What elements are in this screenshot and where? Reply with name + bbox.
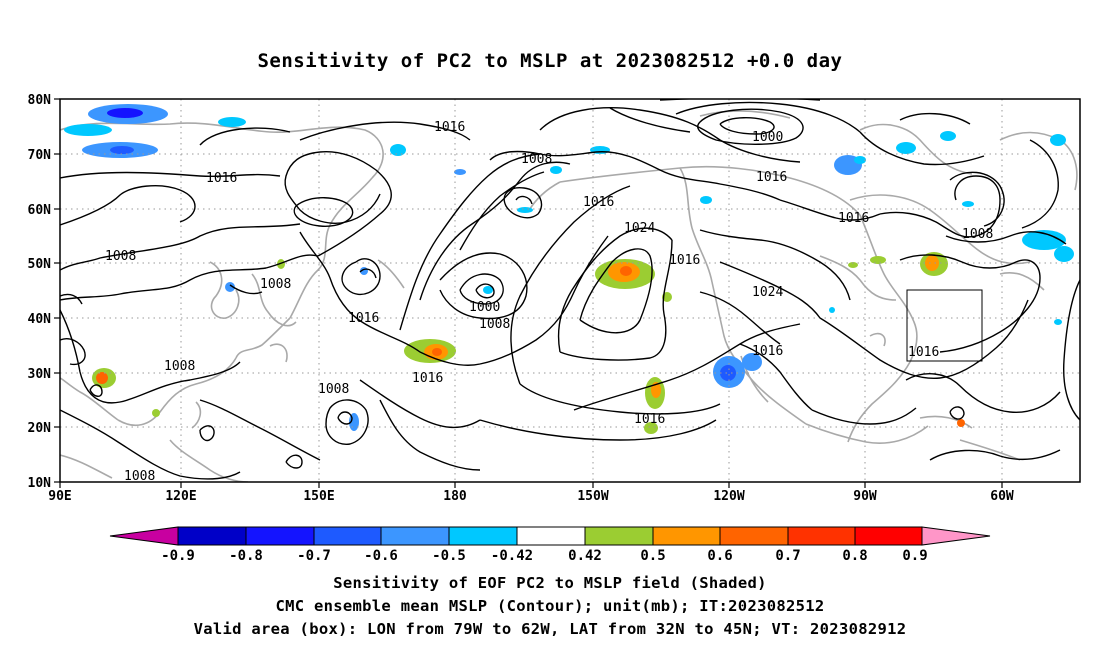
colorbar-swatch [652,526,721,546]
colorbar-label: 0.5 [640,548,665,564]
contour-label: 1000 [752,130,783,145]
colorbar-swatch [921,526,991,546]
colorbar-label: -0.42 [491,548,533,564]
colorbar-label: 0.7 [775,548,800,564]
colorbar-swatch [854,526,923,546]
latitude-labels: 80N 70N 60N 50N 40N 30N 20N 10N [28,93,52,491]
colorbar-label: -0.7 [297,548,331,564]
contour-label: 1016 [756,170,787,185]
lat-label-30n: 30N [28,367,52,382]
colorbar-label: -0.8 [229,548,263,564]
contour-label: 1008 [521,152,552,167]
colorbar-swatch [245,526,315,546]
lat-label-20n: 20N [28,421,52,436]
contour-label: 1024 [624,221,655,236]
colorbar-swatch [380,526,450,546]
contour-label: 1016 [669,253,700,268]
colorbar-swatch [719,526,789,546]
lat-label-80n: 80N [28,93,52,108]
lat-label-50n: 50N [28,257,52,272]
lat-label-60n: 60N [28,203,52,218]
axis-ticks [54,98,1003,488]
contour-label: 1016 [412,371,443,386]
colorbar-labels: -0.9 -0.8 -0.7 -0.6 -0.5 -0.42 0.42 0.5 … [161,548,928,564]
colorbar-label: 0.9 [902,548,927,564]
contour-label: 1016 [206,171,237,186]
graticule [60,99,1080,482]
contour-label: 1016 [838,211,869,226]
lon-label-90e: 90E [48,489,71,504]
contour-label: 1008 [164,359,195,374]
mslp-contours [60,99,1080,480]
contour-label: 1016 [583,195,614,210]
lat-label-70n: 70N [28,148,52,163]
contour-label: 1008 [260,277,291,292]
lon-label-150e: 150E [303,489,334,504]
colorbar-swatch [516,526,586,546]
colorbar-swatch [584,526,654,546]
sensitivity-shading [64,104,1074,434]
caption-shading: Sensitivity of EOF PC2 to MSLP field (Sh… [333,574,767,592]
caption-valid-area: Valid area (box): LON from 79W to 62W, L… [193,620,907,638]
lon-label-60w: 60W [990,489,1014,504]
contour-label: 1024 [752,285,783,300]
longitude-labels: 90E 120E 150E 180 150W 120W 90W 60W [48,489,1014,504]
contour-label: 1008 [105,249,136,264]
colorbar-swatch [787,526,856,546]
caption-contour: CMC ensemble mean MSLP (Contour); unit(m… [275,597,825,615]
colorbar-label: 0.42 [568,548,602,564]
colorbar-label: -0.9 [161,548,195,564]
contour-label: 1016 [752,344,783,359]
lon-label-150w: 150W [577,489,608,504]
contour-label: 1016 [908,345,939,360]
lon-label-120e: 120E [165,489,196,504]
colorbar-swatch [313,526,382,546]
contour-label: 1008 [124,469,155,484]
contour-label: 1008 [318,382,349,397]
colorbar-label: -0.6 [364,548,398,564]
colorbar-swatch [177,526,247,546]
contour-label: 1016 [348,311,379,326]
lon-label-180: 180 [443,489,467,504]
lat-label-40n: 40N [28,312,52,327]
contour-label: 1016 [634,412,665,427]
contour-label: 1016 [434,120,465,135]
lon-label-90w: 90W [853,489,877,504]
colorbar-swatch [448,526,518,546]
lon-label-120w: 120W [713,489,744,504]
contour-label: 1008 [962,227,993,242]
valid-area-box [906,289,983,362]
coastlines [60,110,1078,482]
colorbar-label: 0.8 [842,548,867,564]
colorbar-label: 0.6 [707,548,732,564]
contour-label: 1008 [479,317,510,332]
colorbar [109,526,991,546]
contour-label: 1000 [469,300,500,315]
map-border [59,98,1081,483]
colorbar-swatch [109,526,179,546]
figure-title: Sensitivity of PC2 to MSLP at 2023082512… [257,50,843,72]
contour-labels: 1016 1016 1008 1008 1016 1008 1016 1008 … [105,120,993,484]
colorbar-label: -0.5 [432,548,466,564]
lat-label-10n: 10N [28,476,52,491]
